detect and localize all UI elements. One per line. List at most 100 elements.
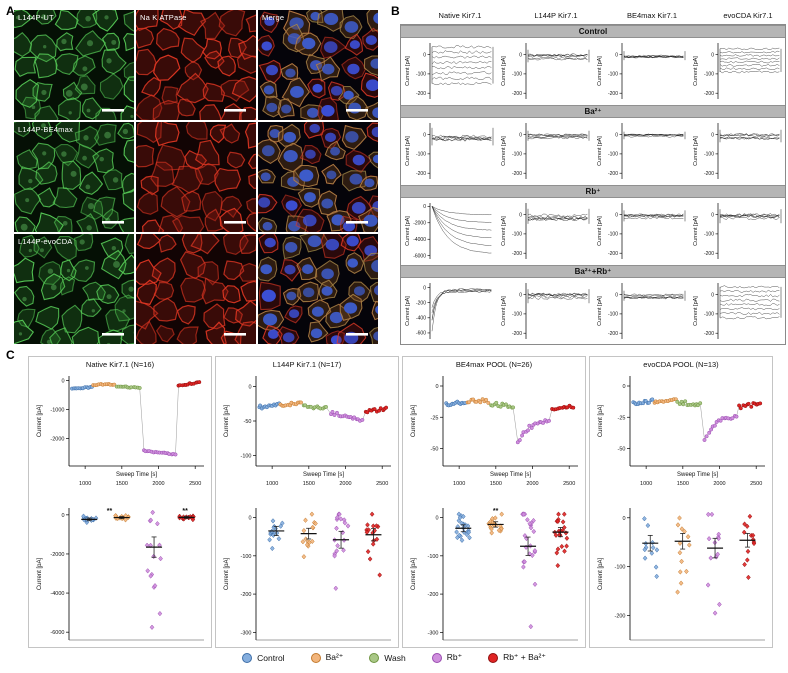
svg-text:-200: -200 <box>704 331 714 337</box>
svg-text:-200: -200 <box>416 171 426 177</box>
summary-scatter-evocda: 0 -100 -200 Current [pA] <box>593 500 771 648</box>
column-header-native: Native Kir7.1 <box>438 11 482 20</box>
svg-text:Current [pA]: Current [pA] <box>501 56 507 86</box>
svg-text:-25: -25 <box>618 415 626 421</box>
svg-text:-300: -300 <box>427 630 438 636</box>
svg-text:-200: -200 <box>416 91 426 97</box>
svg-text:0: 0 <box>61 513 64 519</box>
svg-text:-50: -50 <box>244 419 252 425</box>
svg-text:Current [pA]: Current [pA] <box>597 136 603 166</box>
svg-text:-4000: -4000 <box>413 237 426 243</box>
svg-text:0: 0 <box>423 204 426 210</box>
svg-text:Current [pA]: Current [pA] <box>693 56 699 86</box>
summary-scatter-l144p: 0 -100 -200 -300 Current [pA] <box>219 500 397 648</box>
timecourse-plot-evocda: 0 -25 -50 1000 1500 2000 2500 Sweep Time [s] Cur… <box>593 370 771 500</box>
trace-plot-ba-be4max: 0 -100 -200 Current [pA] <box>594 119 688 184</box>
svg-text:-100: -100 <box>240 454 251 460</box>
svg-text:0: 0 <box>711 132 714 138</box>
svg-text:Current [pA]: Current [pA] <box>37 405 43 438</box>
plot-title-native: Native Kir7.1 (N=16) <box>85 360 155 369</box>
svg-text:Current [pA]: Current [pA] <box>597 56 603 86</box>
svg-text:-100: -100 <box>608 72 618 78</box>
svg-text:-100: -100 <box>416 152 426 158</box>
svg-text:-100: -100 <box>427 554 438 560</box>
svg-text:Current [pA]: Current [pA] <box>224 405 230 438</box>
svg-text:-100: -100 <box>704 232 714 238</box>
trace-plot-ba-native: 0 -100 -200 Current [pA] <box>402 119 496 184</box>
condition-header-control: Control <box>401 25 785 38</box>
svg-text:0: 0 <box>248 384 251 390</box>
micro-label-l144p-evocda: L144P-evoCDA <box>18 237 73 246</box>
svg-text:0: 0 <box>519 132 522 138</box>
legend-label-ba: Ba²⁺ <box>325 652 344 662</box>
svg-text:Current [pA]: Current [pA] <box>224 558 230 591</box>
svg-text:2000: 2000 <box>526 481 538 487</box>
svg-text:1000: 1000 <box>453 481 465 487</box>
svg-text:Current [pA]: Current [pA] <box>37 558 43 591</box>
svg-text:Current [pA]: Current [pA] <box>693 296 699 326</box>
svg-text:0: 0 <box>615 132 618 138</box>
svg-text:-400: -400 <box>416 316 426 322</box>
svg-text:0: 0 <box>423 52 426 58</box>
svg-text:Sweep Time [s]: Sweep Time [s] <box>116 472 157 478</box>
micro-ut-na-k-atpase-channel: Na K ATPase <box>136 10 256 120</box>
legend-swatch-control <box>242 652 253 663</box>
condition-header-ba: Ba²⁺ <box>401 105 785 118</box>
svg-text:2000: 2000 <box>339 481 351 487</box>
legend-label-wash: Wash <box>384 652 406 663</box>
plot-title-l144p: L144P Kir7.1 (N=17) <box>272 360 342 369</box>
svg-text:1500: 1500 <box>116 481 128 487</box>
timecourse-plot-l144p: 0 -50 -100 1000 1500 2000 2500 Sweep Time [s] Cu… <box>219 370 397 500</box>
micro-be4max-na-k-atpase-channel <box>136 122 256 232</box>
svg-text:-100: -100 <box>512 72 522 78</box>
trace-plot-control-native: 0 -100 -200 Current [pA] <box>402 39 496 104</box>
svg-text:1500: 1500 <box>490 481 502 487</box>
trace-plot-rb-be4max: 0 -100 -200 Current [pA] <box>594 199 688 264</box>
micro-evocda-na-k-atpase-channel <box>136 234 256 344</box>
svg-text:0: 0 <box>519 52 522 58</box>
plot-title-evocda: evoCDA POOL (N=13) <box>643 360 719 369</box>
svg-text:0: 0 <box>622 516 625 522</box>
svg-text:-50: -50 <box>431 447 439 453</box>
svg-text:-1000: -1000 <box>50 407 64 413</box>
svg-text:0: 0 <box>435 384 438 390</box>
svg-text:0: 0 <box>711 292 714 298</box>
svg-text:Current [pA]: Current [pA] <box>598 405 604 438</box>
legend-item-rb: Rb⁺ <box>431 652 462 663</box>
trace-plot-ba-rb-be4max: 0 -100 -200 Current [pA] <box>594 279 688 344</box>
trace-plot-rb-l144p: 0 -100 -200 Current [pA] <box>498 199 592 264</box>
svg-text:0: 0 <box>423 285 426 291</box>
figure-legend: Control Ba²⁺ Wash Rb⁺ Rb⁺ + Ba²⁺ <box>0 652 788 663</box>
timecourse-plot-be4max: 0 -25 -50 1000 1500 2000 2500 Sweep Time [s] Cur… <box>406 370 584 500</box>
svg-text:0: 0 <box>519 292 522 298</box>
panel-b: Control 0 -100 -200 Current [pA] 0 -100 -200 C… <box>400 24 786 345</box>
svg-text:Sweep Time [s]: Sweep Time [s] <box>677 472 718 478</box>
svg-text:1500: 1500 <box>303 481 315 487</box>
svg-text:-25: -25 <box>431 415 439 421</box>
svg-text:Sweep Time [s]: Sweep Time [s] <box>303 472 344 478</box>
svg-text:-100: -100 <box>704 312 714 318</box>
svg-text:1500: 1500 <box>677 481 689 487</box>
svg-text:1000: 1000 <box>79 481 91 487</box>
svg-text:**: ** <box>493 508 499 515</box>
legend-item-control: Control <box>242 652 285 663</box>
svg-text:-100: -100 <box>512 312 522 318</box>
svg-text:-200: -200 <box>512 91 522 97</box>
svg-text:Current [pA]: Current [pA] <box>411 558 417 591</box>
micro-label-l144p-be4max: L144P-BE4max <box>18 125 73 134</box>
svg-text:-100: -100 <box>416 72 426 78</box>
svg-text:-2000: -2000 <box>50 552 64 558</box>
svg-text:-4000: -4000 <box>50 591 64 597</box>
svg-text:0: 0 <box>615 52 618 58</box>
trace-plot-ba-rb-l144p: 0 -100 -200 Current [pA] <box>498 279 592 344</box>
panel-c-column-l144p: L144P Kir7.1 (N=17) 0 -50 -100 1000 1500 2000… <box>215 356 399 648</box>
legend-swatch-ba <box>310 652 321 663</box>
svg-text:Current [pA]: Current [pA] <box>693 136 699 166</box>
micro-ut-merge-channel: Merge <box>258 10 378 120</box>
svg-text:2500: 2500 <box>189 481 201 487</box>
svg-text:**: ** <box>107 508 113 515</box>
legend-item-rb-ba: Rb⁺ + Ba²⁺ <box>488 652 546 663</box>
svg-text:2500: 2500 <box>750 481 762 487</box>
svg-text:Current [pA]: Current [pA] <box>411 405 417 438</box>
panel-a-grid: L144P-UT Na K ATPase Merge L144P-BE4max … <box>14 10 380 344</box>
